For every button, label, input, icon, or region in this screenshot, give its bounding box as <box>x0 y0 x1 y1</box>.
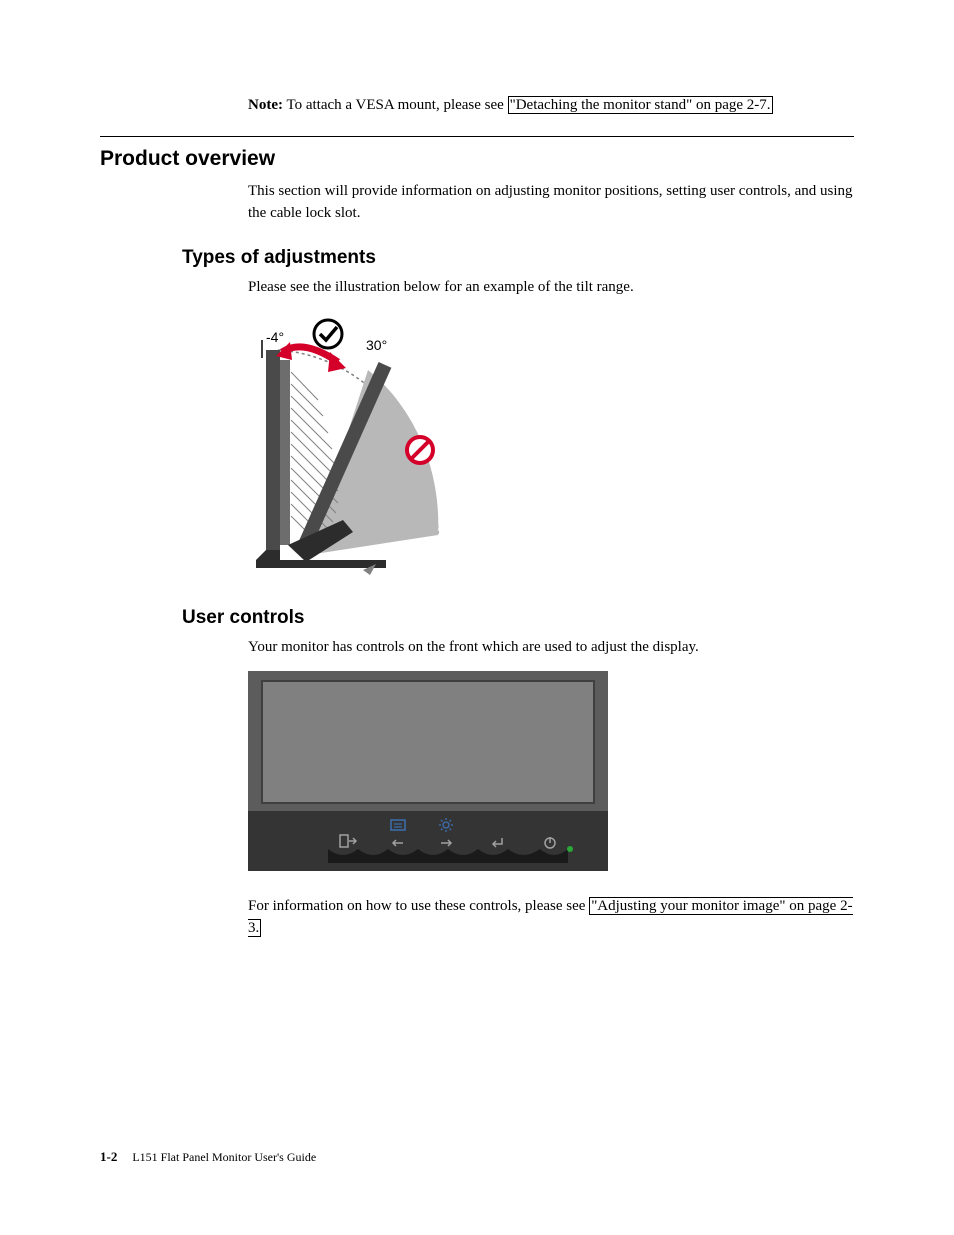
para-user-controls-1: Your monitor has controls on the front w… <box>248 637 854 659</box>
footer-title: L151 Flat Panel Monitor User's Guide <box>132 1150 316 1164</box>
figure-user-controls <box>248 671 854 886</box>
tilt-diagram: -4° 30° <box>248 310 508 580</box>
note-text: To attach a VESA mount, please see <box>283 97 508 113</box>
heading-types-adjustments: Types of adjustments <box>182 247 854 269</box>
heading-product-overview: Product overview <box>100 147 854 171</box>
para-types-adjustments: Please see the illustration below for an… <box>248 277 854 299</box>
angle-right-label: 30° <box>366 337 387 353</box>
heading-user-controls: User controls <box>182 607 854 629</box>
note-label: Note: <box>248 97 283 113</box>
link-detaching-stand[interactable]: "Detaching the monitor stand" on page 2-… <box>508 96 773 114</box>
angle-left-label: -4° <box>266 329 284 345</box>
para-user-controls-2: For information on how to use these cont… <box>248 896 854 940</box>
figure-tilt-range: -4° 30° <box>248 310 854 585</box>
section-divider <box>100 136 854 137</box>
page-footer: 1-2 L151 Flat Panel Monitor User's Guide <box>100 1149 316 1165</box>
page-container: Note: To attach a VESA mount, please see… <box>0 0 954 1235</box>
para-product-overview: This section will provide information on… <box>248 181 854 225</box>
para2-before: For information on how to use these cont… <box>248 898 589 914</box>
note-paragraph: Note: To attach a VESA mount, please see… <box>248 95 854 116</box>
controls-diagram <box>248 671 608 881</box>
page-number: 1-2 <box>100 1149 117 1164</box>
